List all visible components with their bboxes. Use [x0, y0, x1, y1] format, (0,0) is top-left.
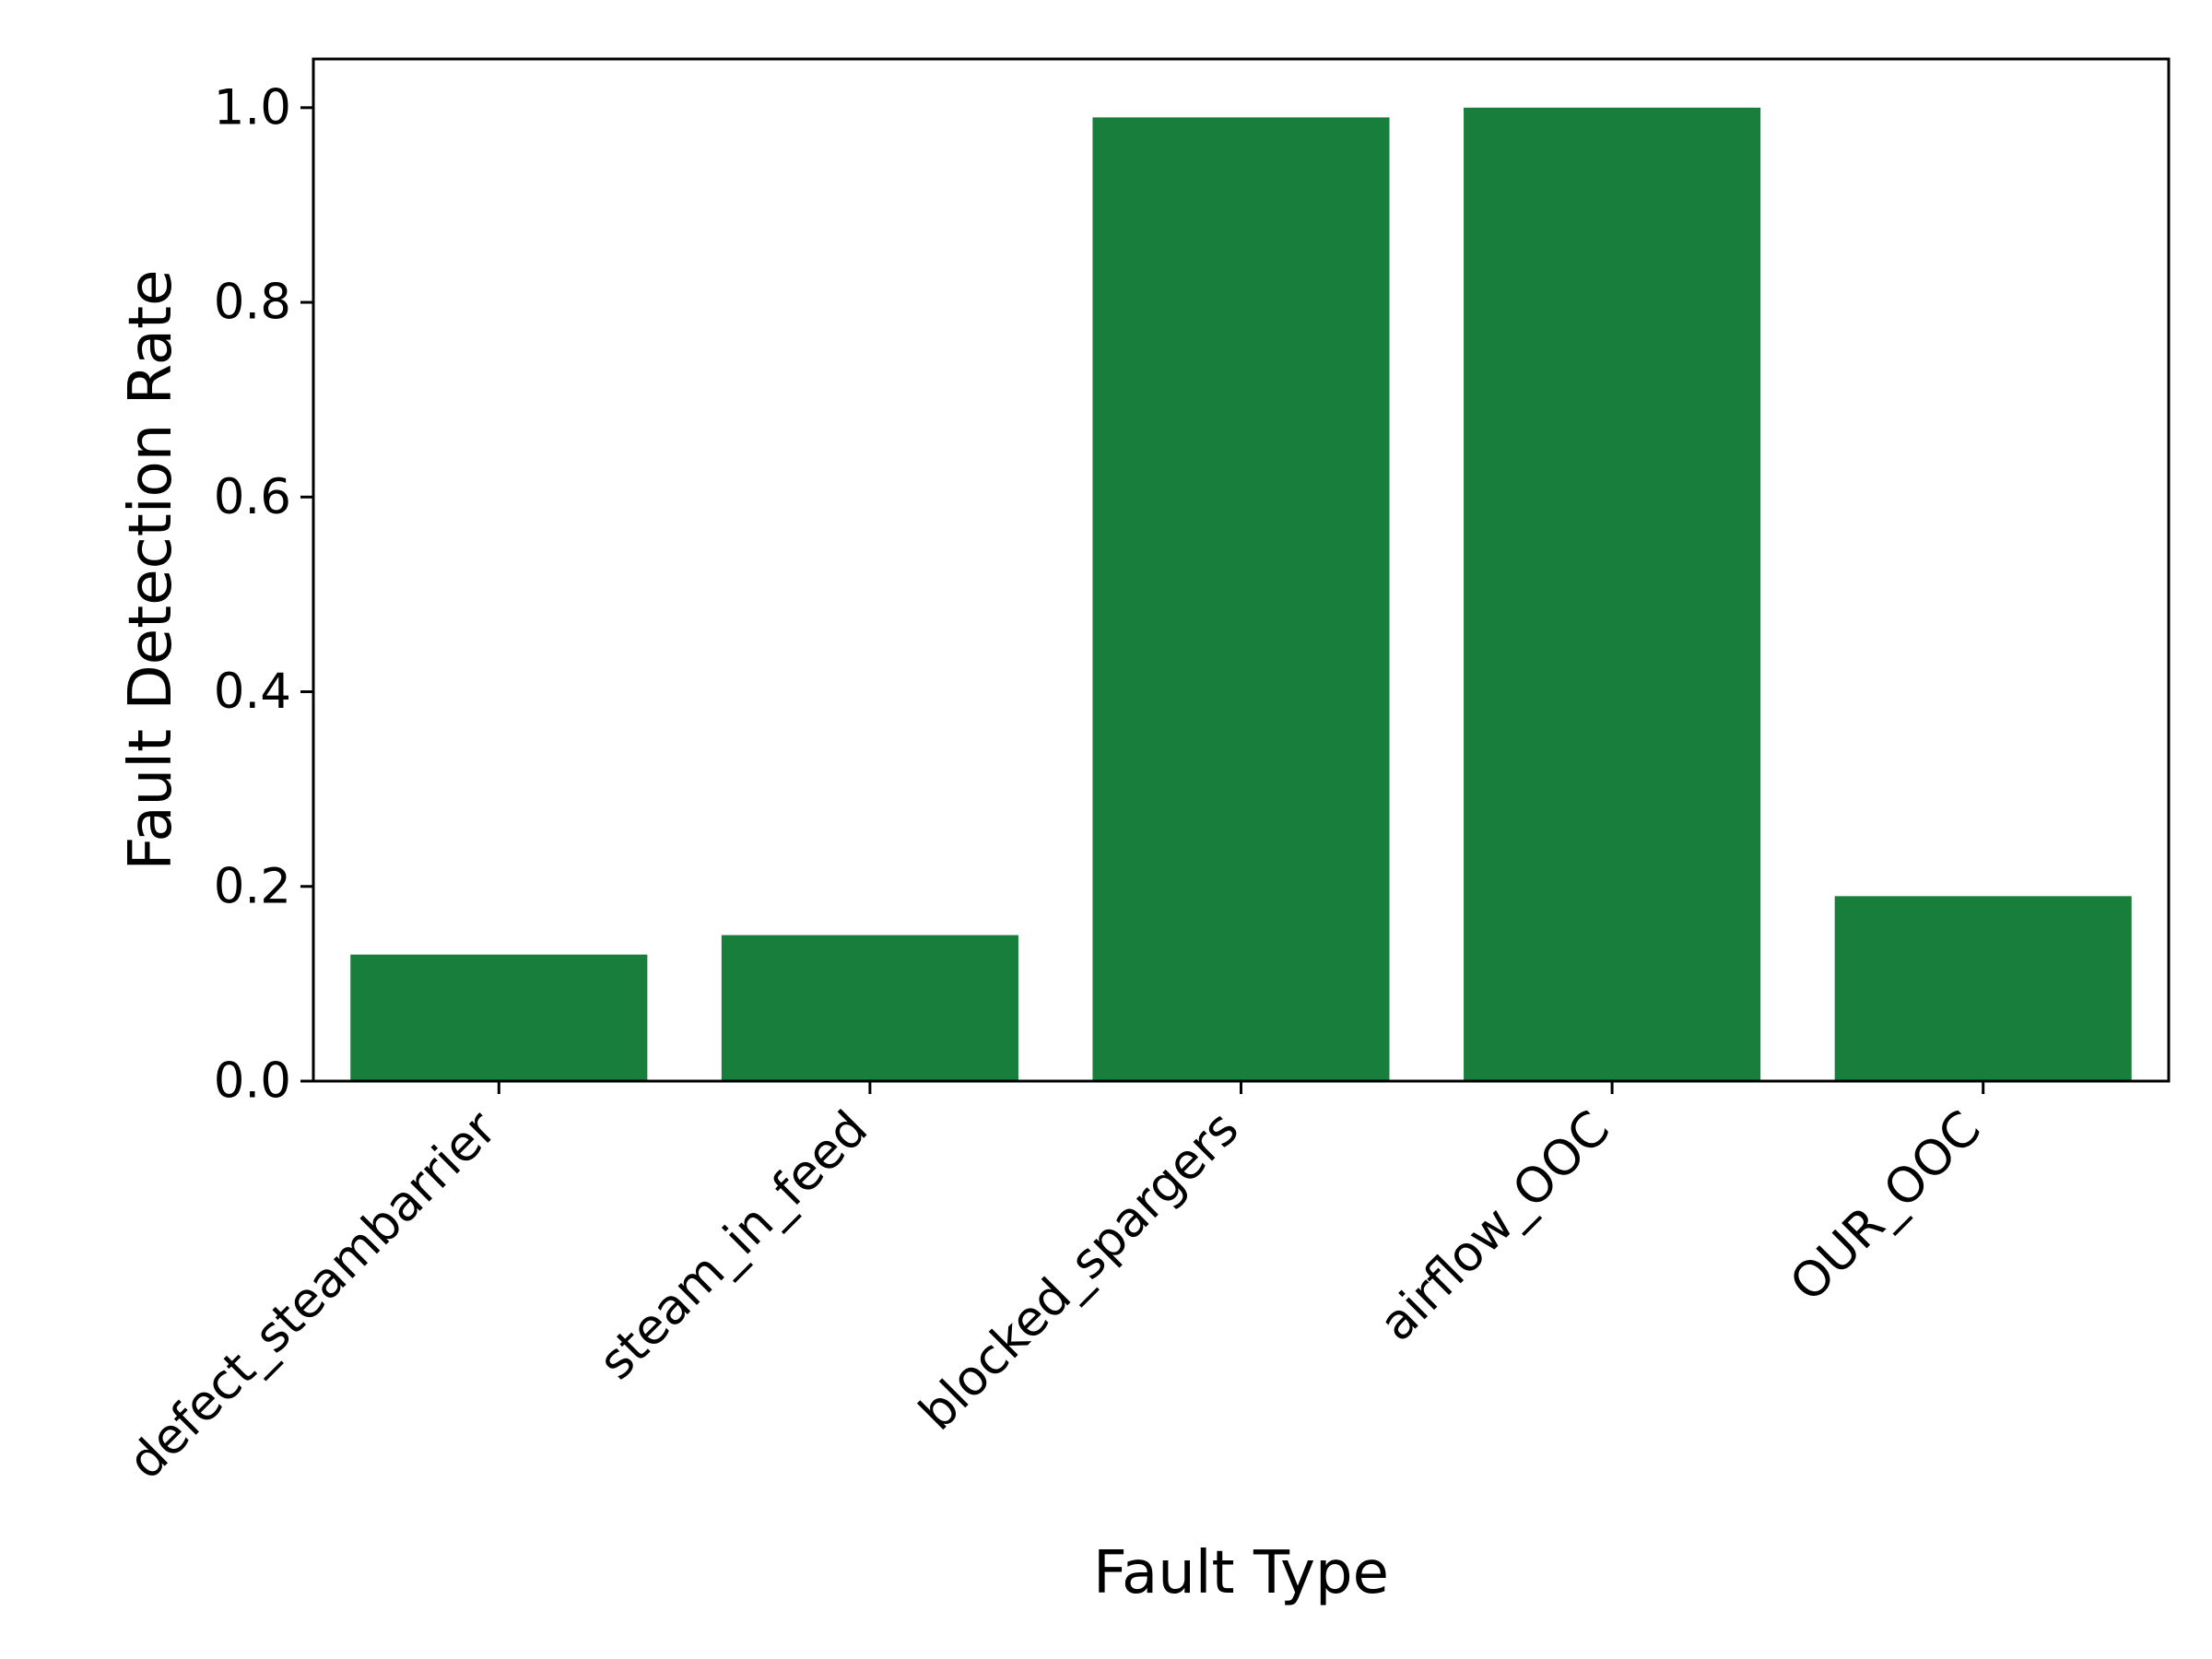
bar-steam_in_feed	[721, 935, 1018, 1081]
y-tick-label: 0.2	[214, 858, 291, 914]
x-tick-label: steam_in_feed	[588, 1100, 878, 1391]
y-tick-label: 0.4	[214, 664, 291, 720]
x-tick-label: OUR_OOC	[1780, 1100, 1992, 1312]
y-tick-label: 0.0	[214, 1053, 291, 1110]
y-tick-label: 1.0	[214, 79, 291, 135]
bars-layer	[350, 107, 2132, 1081]
x-axis-label: Fault Type	[1093, 1539, 1389, 1607]
plot-frame	[312, 57, 2171, 1083]
x-tick-label: blocked_spargers	[909, 1100, 1250, 1441]
bar-airflow_OOC	[1464, 107, 1761, 1081]
x-tick-label: defect_steambarrier	[118, 1100, 508, 1490]
y-tick-label: 0.6	[214, 469, 291, 525]
y-axis-label: Fault Detection Rate	[117, 270, 185, 871]
bar-OUR_OOC	[1834, 896, 2132, 1081]
y-tick-label: 0.8	[214, 275, 291, 331]
bar-blocked_spargers	[1092, 117, 1390, 1081]
bar-defect_steambarrier	[350, 954, 648, 1081]
x-tick-label: airflow_OOC	[1369, 1100, 1620, 1352]
